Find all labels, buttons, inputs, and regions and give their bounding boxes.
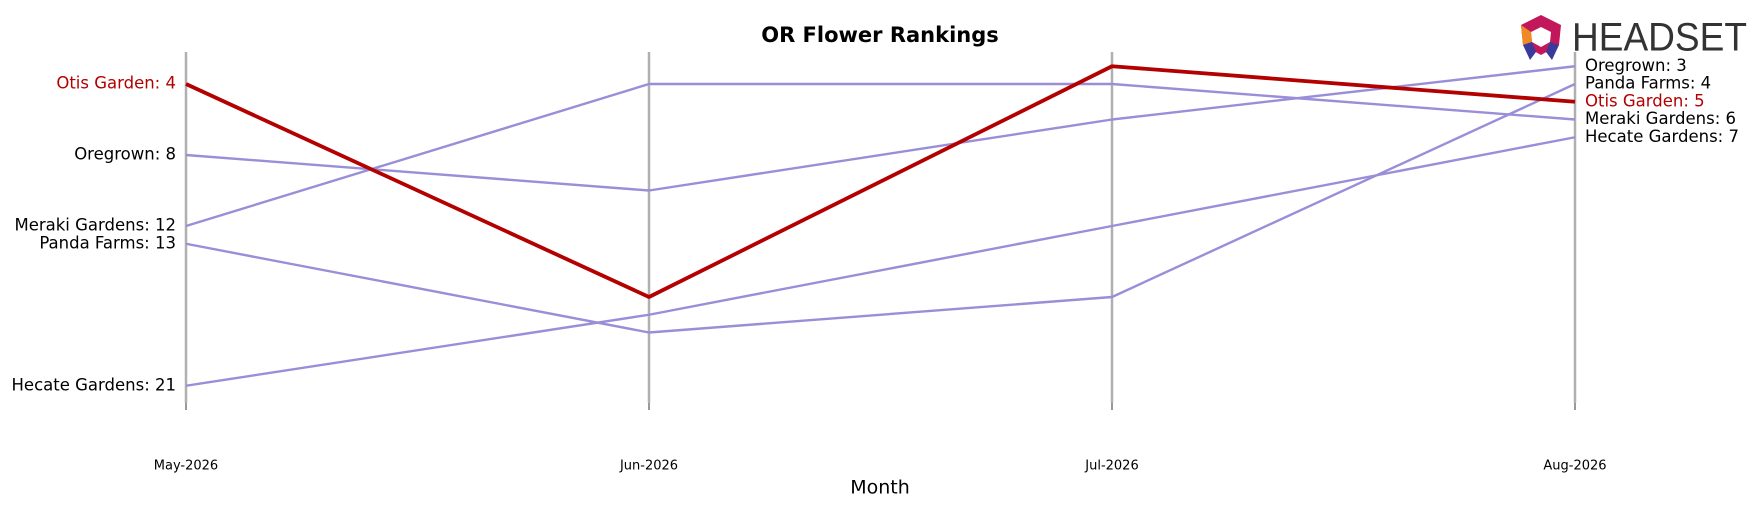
- value-label: Panda Farms: 13: [39, 233, 176, 252]
- logo-icon-part: [1521, 25, 1532, 45]
- x-axis-label: Month: [850, 477, 910, 499]
- series-line: [185, 64, 1576, 299]
- x-tick-label: Jul-2026: [1084, 459, 1138, 474]
- series-line: [185, 136, 1576, 387]
- series-line: [185, 82, 1576, 334]
- logo-icon-part: [1523, 42, 1536, 60]
- value-label: Hecate Gardens: 7: [1585, 127, 1739, 146]
- value-label: Hecate Gardens: 21: [12, 375, 176, 394]
- x-tick-label: May-2026: [154, 459, 218, 474]
- value-label: Panda Farms: 4: [1585, 74, 1711, 93]
- value-label: Oregrown: 8: [74, 145, 176, 164]
- series-line: [185, 82, 1576, 228]
- logo-text: HEADSET: [1572, 16, 1747, 60]
- x-tick-label: Jun-2026: [619, 459, 678, 474]
- value-label: Otis Garden: 4: [56, 74, 176, 93]
- value-label: Otis Garden: 5: [1585, 91, 1705, 110]
- value-label: Meraki Gardens: 12: [14, 216, 176, 235]
- value-label: Oregrown: 3: [1585, 56, 1687, 75]
- logo: HEADSET: [1521, 15, 1747, 60]
- series-line: [185, 65, 1576, 192]
- chart-title: OR Flower Rankings: [761, 23, 999, 47]
- logo-icon-part: [1546, 42, 1559, 60]
- value-label: Meraki Gardens: 6: [1585, 109, 1736, 128]
- x-tick-label: Aug-2026: [1543, 459, 1606, 474]
- logo-icon-hole: [1531, 27, 1551, 47]
